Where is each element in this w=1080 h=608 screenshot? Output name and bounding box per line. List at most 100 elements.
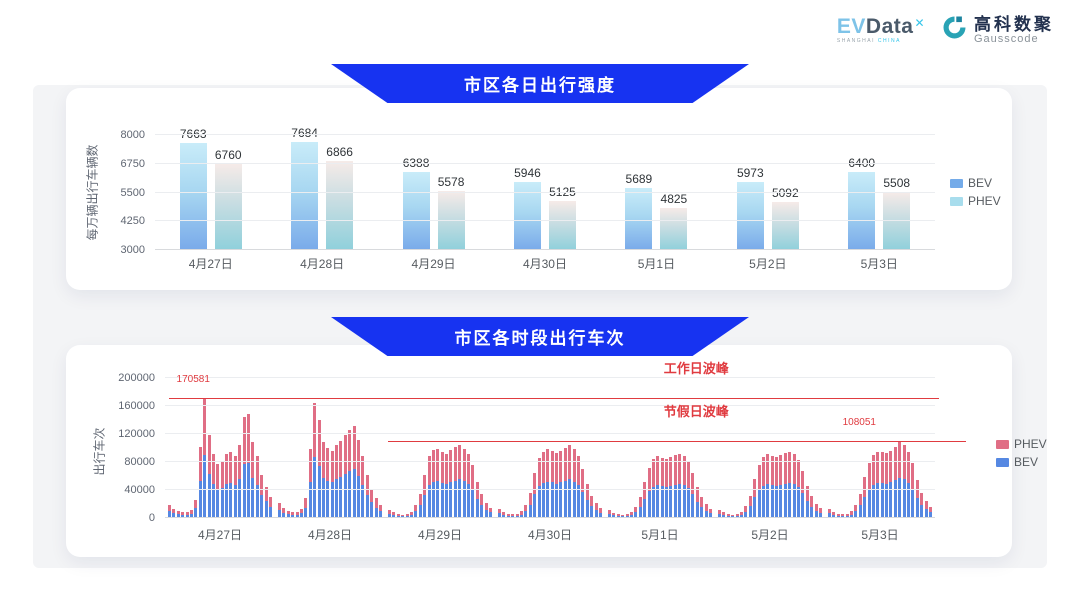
bev-bar: 5946 — [513, 166, 541, 250]
phev-segment — [708, 508, 712, 514]
hour-bar-stack — [761, 457, 765, 518]
phev-segment — [673, 455, 677, 485]
chart2-day-group — [385, 378, 495, 518]
bev-segment — [365, 495, 369, 518]
phev-segment — [863, 477, 867, 497]
bev-segment — [308, 481, 312, 518]
phev-segment — [299, 508, 303, 514]
bev-segment — [638, 506, 642, 518]
hour-bar-stack — [502, 511, 506, 518]
bev-segment — [673, 484, 677, 518]
gridline — [155, 249, 935, 250]
hour-bar-stack — [339, 441, 343, 518]
bev-segment — [718, 513, 721, 518]
hour-bar-stack — [374, 498, 378, 518]
hour-bar-stack — [291, 512, 295, 518]
chart2-legend-item-bev[interactable]: BEV — [996, 455, 1047, 469]
x-axis-label: 4月28日 — [307, 528, 353, 542]
phev-segment — [168, 505, 171, 512]
hour-bar-stack — [792, 454, 796, 518]
phev-segment — [181, 512, 185, 515]
hour-bar-stack — [264, 486, 268, 518]
chart2-card: 出行车次 0 40000 80000 120000 160000 200000 工作日波峰 1… — [66, 345, 1047, 557]
phev-segment — [845, 513, 849, 516]
hour-bar-stack — [458, 444, 462, 518]
bev-segment — [335, 479, 339, 518]
chart1-title-banner: 市区各日出行强度 — [331, 64, 749, 103]
phev-segment — [357, 439, 361, 477]
hour-bar-stack — [550, 450, 554, 518]
hour-bar-stack — [797, 459, 801, 518]
bev-segment — [656, 485, 660, 518]
bev-segment — [388, 513, 391, 518]
phev-segment — [392, 512, 396, 515]
hour-bar-stack — [343, 435, 347, 518]
bev-segment — [326, 480, 330, 518]
phev-segment — [198, 447, 202, 481]
chart1-legend-item-bev[interactable]: BEV — [950, 176, 1001, 190]
hour-bar-stack — [207, 434, 211, 518]
bev-segment — [242, 464, 246, 518]
bev-segment — [238, 479, 242, 518]
hour-bar-stack — [625, 513, 629, 518]
chart1-y-axis-label: 每万辆出行车辆数 — [85, 144, 100, 241]
phev-segment — [893, 446, 897, 481]
phev-segment — [537, 457, 541, 487]
phev-segment — [691, 473, 695, 495]
bev-segment — [797, 487, 801, 518]
x-axis-label: 5月2日 — [749, 257, 787, 271]
phev-segment — [515, 513, 519, 516]
bev-segment — [568, 479, 572, 518]
bev-segment — [761, 485, 765, 518]
phev-segment — [431, 450, 435, 482]
phev-segment — [445, 453, 449, 484]
hour-bar-stack — [691, 473, 695, 518]
bev-segment — [563, 480, 567, 518]
chart2-legend-item-phev[interactable]: PHEV — [996, 437, 1047, 451]
phev-segment — [704, 504, 708, 511]
chart1-legend-item-phev[interactable]: PHEV — [950, 194, 1001, 208]
chart1-plot-area: 7663 6760 7684 6866 6388 5578 5946 5125 5689 4825… — [121, 126, 935, 256]
bev-segment — [546, 481, 550, 518]
phev-segment — [321, 442, 325, 478]
phev-segment — [871, 455, 875, 485]
phev-segment — [634, 506, 638, 513]
phev-segment — [911, 463, 915, 490]
gridline — [165, 433, 935, 434]
phev-segment — [484, 502, 488, 510]
phev-segment — [907, 452, 911, 484]
bev-segment — [805, 500, 809, 518]
phev-segment — [291, 512, 295, 515]
hour-bar-stack — [871, 455, 875, 518]
evdata-wordmark: EVData✕ — [837, 16, 925, 37]
hour-bar-stack — [546, 449, 550, 518]
bev-segment — [462, 481, 466, 518]
legend-swatch — [996, 457, 1009, 467]
phev-segment — [247, 413, 251, 463]
gausscode-icon — [941, 14, 968, 46]
bev-segment — [488, 512, 492, 518]
bev-segment — [581, 492, 585, 518]
bev-segment — [176, 514, 180, 518]
hour-bar-stack — [766, 454, 770, 518]
hour-bar-stack — [629, 512, 633, 518]
chart2-day-group — [825, 378, 935, 518]
bev-segment — [453, 480, 457, 518]
bev-segment — [559, 482, 563, 518]
hour-bar-stack — [801, 471, 805, 518]
y-tick-label: 3000 — [120, 244, 145, 256]
phev-segment — [185, 511, 189, 515]
hour-bar-stack — [902, 445, 906, 518]
hour-bar-stack — [828, 508, 831, 518]
chart2-x-axis-labels: 4月27日 4月28日 4月29日 4月30日 5月1日 5月2日 5月3日 — [165, 526, 935, 543]
hour-bar-stack — [255, 455, 259, 518]
bev-segment — [414, 511, 418, 518]
hour-bar-stack — [427, 456, 431, 518]
bev-segment — [687, 488, 691, 518]
bev-segment — [405, 515, 409, 518]
phev-segment — [810, 496, 814, 507]
phev-segment — [511, 514, 515, 516]
hour-bar-stack — [172, 508, 176, 518]
hour-bar-stack — [634, 506, 638, 518]
bev-segment — [515, 515, 519, 518]
